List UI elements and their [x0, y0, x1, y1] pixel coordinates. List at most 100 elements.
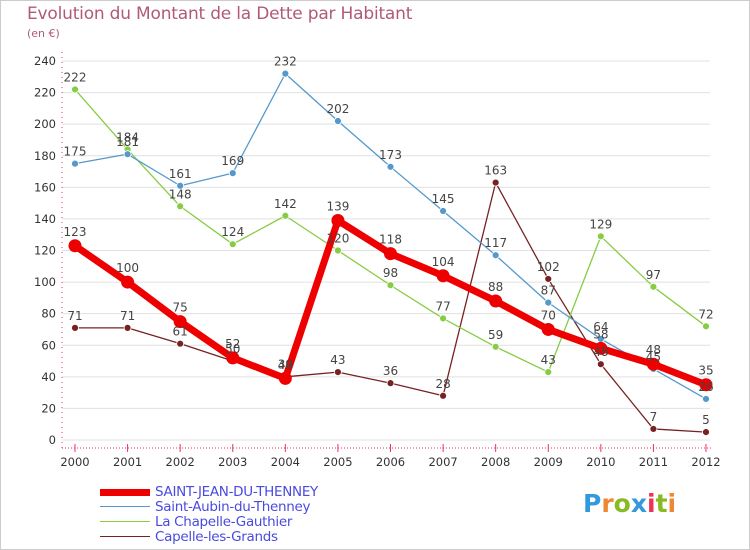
data-label: 120	[326, 232, 349, 246]
data-label: 139	[326, 199, 349, 213]
data-point	[439, 314, 447, 323]
data-label: 232	[274, 55, 297, 69]
data-point	[544, 275, 553, 283]
data-label: 102	[537, 260, 560, 274]
data-label: 71	[120, 309, 135, 323]
x-tick-label: 2008	[481, 455, 510, 469]
data-label: 169	[221, 154, 244, 168]
data-point	[226, 351, 240, 365]
data-point	[439, 391, 447, 400]
data-point	[702, 322, 710, 331]
y-tick-label: 20	[41, 401, 56, 415]
data-label: 98	[383, 266, 398, 280]
data-point	[649, 425, 658, 433]
data-point	[123, 323, 132, 332]
data-point	[278, 371, 292, 385]
data-label: 104	[432, 255, 455, 269]
data-point	[702, 428, 710, 437]
y-tick-label: 140	[34, 212, 56, 226]
data-label: 71	[67, 309, 82, 323]
data-point	[646, 357, 660, 371]
data-point	[71, 85, 79, 94]
data-point	[176, 181, 185, 190]
x-tick-label: 2005	[323, 455, 352, 469]
legend-label: Saint-Aubin-du-Thenney	[155, 499, 311, 515]
data-point	[334, 246, 342, 255]
data-label: 118	[379, 233, 402, 247]
data-point	[68, 239, 82, 253]
data-point	[71, 159, 79, 168]
data-point	[386, 162, 395, 171]
data-point	[544, 368, 553, 376]
y-tick-label: 0	[49, 433, 56, 447]
data-label: 175	[64, 145, 87, 159]
data-label: 28	[435, 377, 450, 391]
y-tick-label: 160	[34, 180, 56, 194]
logo-letter: t	[655, 489, 668, 518]
legend-label: Capelle-les-Grands	[155, 529, 278, 545]
data-point	[173, 315, 187, 329]
data-label: 5	[702, 413, 710, 427]
data-label: 163	[484, 164, 507, 178]
data-label: 88	[488, 280, 503, 294]
y-tick-label: 120	[34, 244, 56, 258]
data-point	[386, 281, 395, 290]
data-point	[491, 342, 500, 351]
y-tick-label: 40	[41, 370, 56, 384]
data-label: 161	[169, 167, 192, 181]
data-point	[596, 360, 605, 369]
proxiti-logo: Proxiti	[583, 489, 676, 518]
x-tick-label: 2003	[218, 455, 247, 469]
x-tick-label: 2000	[60, 455, 89, 469]
data-label: 35	[698, 364, 713, 378]
data-point	[491, 251, 500, 260]
data-label: 72	[698, 307, 713, 321]
data-label: 75	[173, 301, 188, 315]
data-point	[176, 339, 185, 348]
data-point	[541, 322, 555, 336]
logo-letter: x	[630, 489, 647, 518]
data-point	[281, 211, 290, 220]
data-point	[121, 275, 135, 289]
data-label: 70	[541, 308, 556, 322]
data-point	[436, 269, 450, 283]
data-label: 36	[383, 364, 398, 378]
logo-letter: r	[601, 489, 614, 518]
chart-title: Evolution du Montant de la Dette par Hab…	[27, 4, 413, 24]
data-label: 77	[435, 299, 450, 313]
data-point	[281, 69, 290, 78]
y-tick-label: 220	[34, 86, 56, 100]
data-point	[702, 395, 710, 403]
legend-item-la-chapelle: La Chapelle-Gauthier	[100, 514, 400, 530]
data-point	[544, 298, 553, 307]
data-point	[594, 341, 608, 355]
x-tick-label: 2012	[691, 455, 720, 469]
y-tick-label: 60	[41, 338, 56, 352]
data-label: 124	[221, 225, 244, 239]
data-point	[699, 378, 713, 392]
data-label: 45	[646, 350, 661, 364]
data-point	[596, 232, 605, 241]
data-label: 202	[326, 102, 349, 116]
data-label: 117	[484, 236, 507, 250]
legend-item-saint-jean: SAINT-JEAN-DU-THENNEY	[100, 484, 400, 500]
data-point	[384, 247, 397, 261]
data-point	[334, 117, 342, 125]
data-point	[489, 294, 503, 308]
data-label: 100	[116, 261, 139, 275]
data-point	[228, 240, 237, 249]
data-point	[386, 379, 395, 388]
data-point	[334, 368, 342, 376]
data-label: 173	[379, 148, 402, 162]
logo-letter: i	[667, 489, 677, 518]
data-label: 222	[64, 70, 87, 84]
data-point	[331, 213, 345, 227]
legend-swatch	[100, 536, 150, 537]
data-label: 7	[650, 410, 658, 424]
data-point	[228, 169, 237, 178]
x-tick-label: 2011	[639, 455, 668, 469]
data-label: 87	[541, 284, 556, 298]
legend-swatch	[100, 521, 150, 522]
data-label: 97	[646, 268, 661, 282]
